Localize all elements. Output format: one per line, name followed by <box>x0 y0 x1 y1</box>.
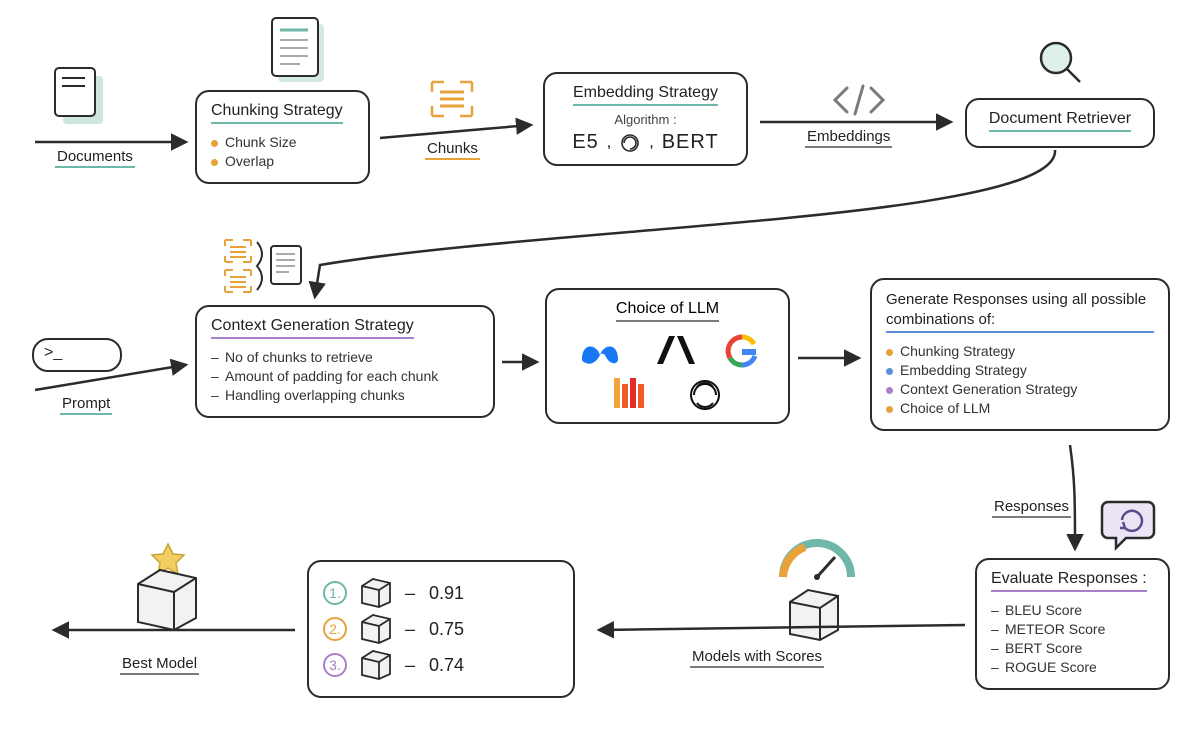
comma-1: , <box>607 134 611 152</box>
evaluate-items: BLEU Score METEOR Score BERT Score ROGUE… <box>991 602 1154 675</box>
model-scores-card: 1. – 0.91 2. – 0.75 3. – 0.74 <box>307 560 575 698</box>
gen-item-embedding: Embedding Strategy <box>886 362 1154 378</box>
mistral-logo-icon <box>614 378 648 408</box>
gauge-icon <box>783 543 851 580</box>
prompt-terminal-icon: >_ <box>32 338 122 372</box>
code-icon <box>835 86 883 114</box>
generate-responses-card: Generate Responses using all possible co… <box>870 278 1170 431</box>
context-input-icon <box>225 240 301 292</box>
cube-icon <box>361 614 391 644</box>
best-model-label: Best Model <box>120 655 199 675</box>
embedding-strategy-card: Embedding Strategy Algorithm : E5 , , BE… <box>543 72 748 166</box>
chunk-icon <box>432 82 472 116</box>
choice-of-llm-card: Choice of LLM <box>545 288 790 424</box>
eval-bert: BERT Score <box>991 640 1154 656</box>
score-row-2: 2. – 0.75 <box>323 614 559 644</box>
chunking-bullets: Chunk Size Overlap <box>211 134 354 169</box>
magnifier-icon <box>1041 43 1080 82</box>
eval-rouge: ROGUE Score <box>991 659 1154 675</box>
generate-title: Generate Responses using all possible co… <box>886 290 1154 333</box>
chunking-title: Chunking Strategy <box>211 102 343 124</box>
model-cube-icon <box>790 590 838 640</box>
embeddings-label: Embeddings <box>805 128 892 148</box>
models-with-scores-label: Models with Scores <box>690 648 824 668</box>
context-title: Context Generation Strategy <box>211 317 414 339</box>
evaluate-title: Evaluate Responses : <box>991 570 1147 592</box>
embedding-title: Embedding Strategy <box>573 84 718 106</box>
algo-bert: BERT <box>662 131 719 154</box>
dash-3: – <box>405 655 415 676</box>
eval-bleu: BLEU Score <box>991 602 1154 618</box>
chunking-bullet-size: Chunk Size <box>211 134 354 150</box>
dash-1: – <box>405 583 415 604</box>
cube-icon <box>361 650 391 680</box>
context-generation-card: Context Generation Strategy No of chunks… <box>195 305 495 418</box>
responses-label: Responses <box>992 498 1071 518</box>
llm-title: Choice of LLM <box>616 300 719 322</box>
score-1: 0.91 <box>429 583 464 604</box>
comma-2: , <box>649 134 653 152</box>
score-row-3: 3. – 0.74 <box>323 650 559 680</box>
context-item-2: Amount of padding for each chunk <box>211 368 479 384</box>
dash-2: – <box>405 619 415 640</box>
rank-2: 2. <box>323 617 347 641</box>
generate-items: Chunking Strategy Embedding Strategy Con… <box>886 343 1154 416</box>
response-bubble-icon <box>1102 502 1154 548</box>
meta-logo-icon <box>576 335 624 367</box>
openai-knot-icon <box>619 132 641 154</box>
rank-1: 1. <box>323 581 347 605</box>
algo-e5: E5 <box>572 131 598 154</box>
gen-item-chunking: Chunking Strategy <box>886 343 1154 359</box>
document-retriever-card: Document Retriever <box>965 98 1155 148</box>
score-row-1: 1. – 0.91 <box>323 578 559 608</box>
chunking-strategy-card: Chunking Strategy Chunk Size Overlap <box>195 90 370 184</box>
cube-icon <box>361 578 391 608</box>
context-item-1: No of chunks to retrieve <box>211 349 479 365</box>
evaluate-responses-card: Evaluate Responses : BLEU Score METEOR S… <box>975 558 1170 690</box>
openai-logo-icon <box>688 378 722 412</box>
chunking-bullet-overlap: Overlap <box>211 153 354 169</box>
retriever-title: Document Retriever <box>989 110 1131 132</box>
score-2: 0.75 <box>429 619 464 640</box>
score-3: 0.74 <box>429 655 464 676</box>
page-icon <box>272 18 324 82</box>
chunks-label: Chunks <box>425 140 480 160</box>
documents-label: Documents <box>55 148 135 168</box>
anthropic-logo-icon <box>653 334 695 368</box>
best-model-icon <box>138 544 196 630</box>
gen-item-llm: Choice of LLM <box>886 400 1154 416</box>
documents-icon <box>55 68 103 124</box>
context-items: No of chunks to retrieve Amount of paddi… <box>211 349 479 403</box>
google-logo-icon <box>725 334 759 368</box>
gen-item-context: Context Generation Strategy <box>886 381 1154 397</box>
eval-meteor: METEOR Score <box>991 621 1154 637</box>
rank-3: 3. <box>323 653 347 677</box>
embedding-subtitle: Algorithm : <box>559 112 732 127</box>
prompt-label: Prompt <box>60 395 112 415</box>
context-item-3: Handling overlapping chunks <box>211 387 479 403</box>
